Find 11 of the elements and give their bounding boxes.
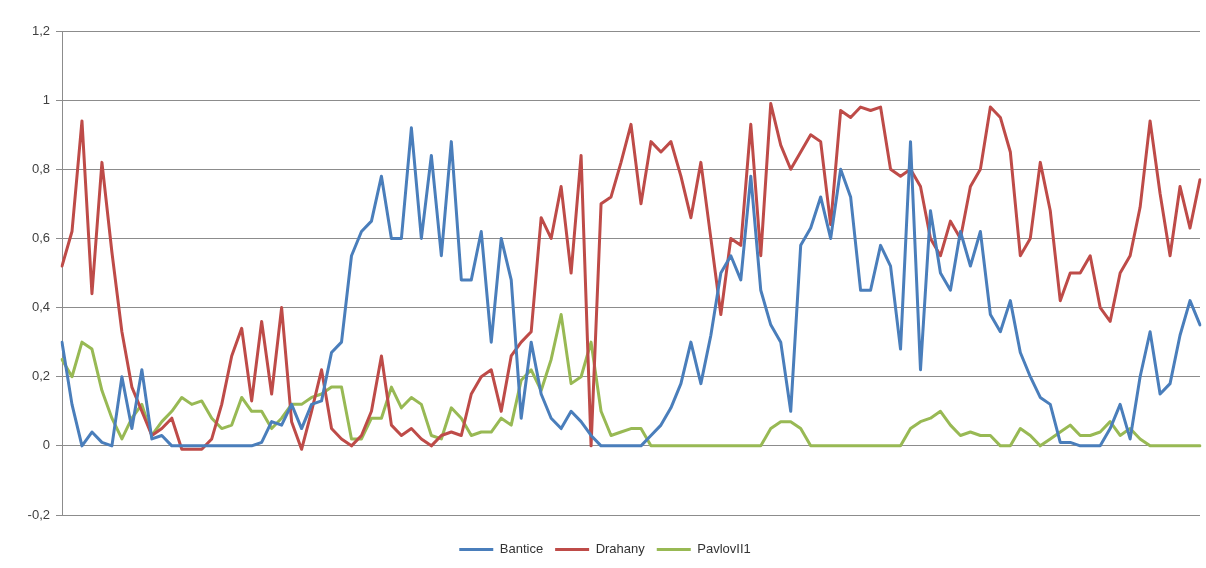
y-tick-label: 0,8: [31, 160, 50, 176]
legend-label: Bantice: [499, 541, 544, 557]
y-tick-label: -0,2: [27, 506, 50, 522]
legend-label: PavlovII1: [697, 541, 751, 557]
legend-label: Drahany: [595, 541, 646, 557]
y-tick-label: 0,6: [31, 230, 50, 246]
y-tick-label: 1,2: [31, 22, 50, 38]
y-tick-label: 0,4: [31, 299, 50, 315]
y-tick-label: 0,2: [31, 368, 50, 384]
y-tick-label: 1: [42, 91, 50, 107]
y-tick-label: 0: [42, 437, 50, 453]
